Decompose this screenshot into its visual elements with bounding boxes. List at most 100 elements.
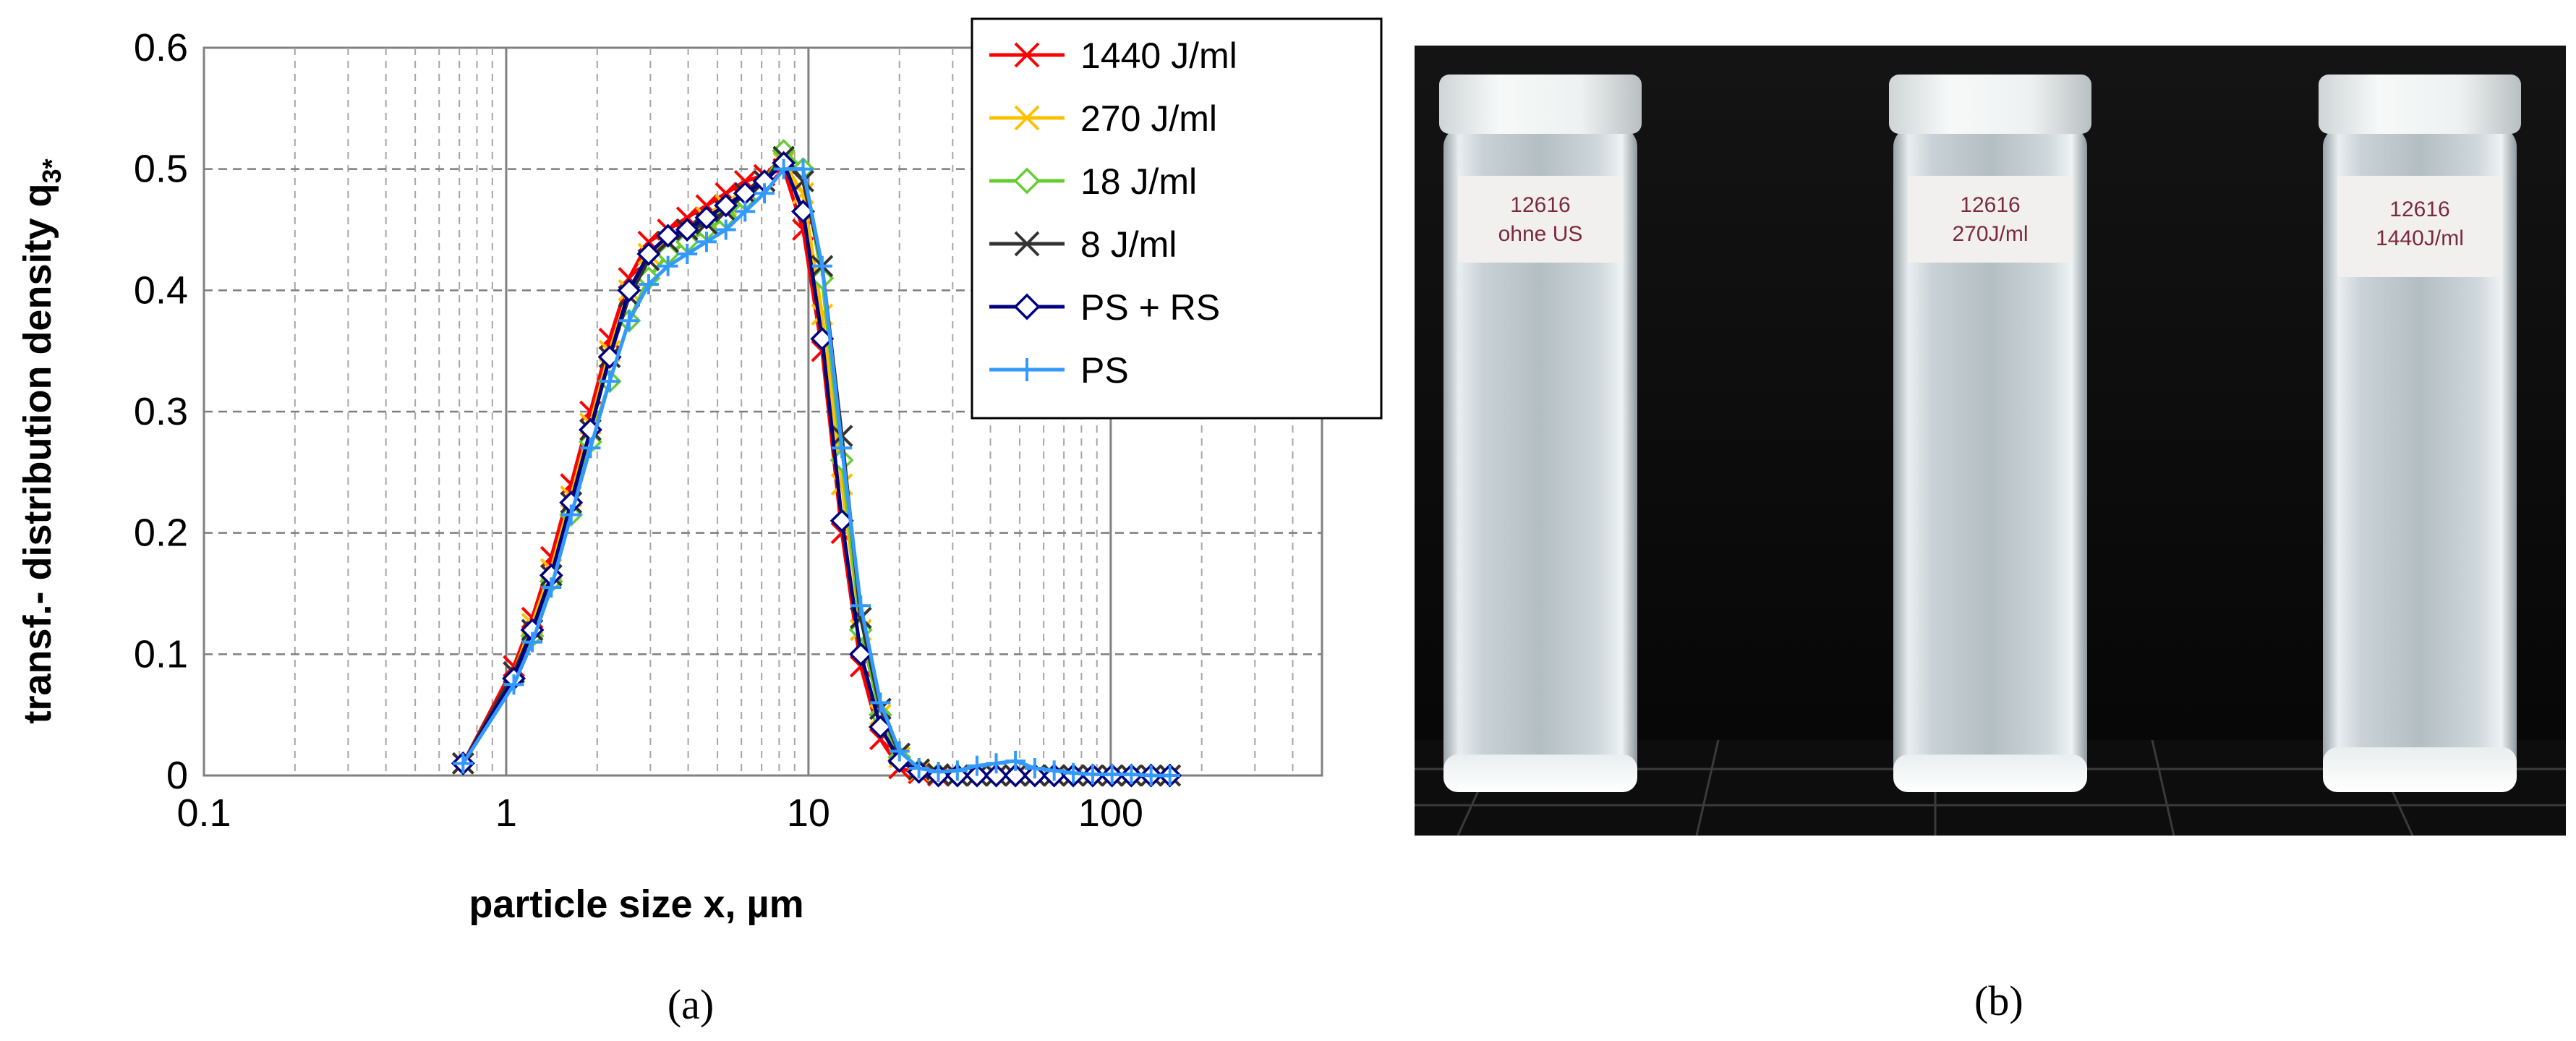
data-point	[1003, 763, 1028, 788]
data-point	[617, 278, 641, 302]
vial-2: 12616 270J/ml	[1889, 75, 2091, 792]
data-point	[1013, 293, 1041, 320]
data-point	[657, 255, 678, 276]
legend-label: 270 J/ml	[1080, 98, 1217, 139]
data-point	[1063, 762, 1084, 783]
y-tick-label: 0.2	[134, 511, 188, 555]
vial-1-label-line1: 12616	[1510, 193, 1570, 217]
data-point	[848, 642, 873, 666]
legend-item: 1440 J/ml	[989, 35, 1237, 76]
data-point	[638, 273, 659, 294]
vial-2-label	[1908, 176, 2073, 263]
data-point	[1014, 231, 1040, 257]
data-point	[832, 438, 853, 459]
vial-3-label	[2337, 176, 2502, 277]
legend-label: 1440 J/ml	[1080, 35, 1237, 76]
data-point	[715, 219, 736, 240]
x-tick-label: 0.1	[176, 791, 231, 835]
data-point	[889, 741, 910, 762]
panel-label-a: (a)	[668, 981, 714, 1028]
data-point	[1159, 765, 1180, 786]
legend-label: 18 J/ml	[1080, 161, 1197, 202]
data-point	[928, 761, 949, 782]
data-point	[453, 753, 474, 774]
data-point	[580, 438, 601, 459]
data-point	[618, 310, 639, 331]
data-point	[694, 205, 719, 230]
y-tick-label: 0.4	[134, 268, 188, 312]
x-axis-title: particle size x, µm	[469, 883, 803, 926]
data-point	[870, 692, 891, 713]
legend-item: 270 J/ml	[989, 98, 1217, 139]
data-point	[696, 231, 717, 252]
vial-1: 12616 ohne US	[1439, 75, 1642, 792]
legend-box	[971, 17, 1383, 420]
data-point	[656, 224, 681, 248]
data-point	[1014, 105, 1040, 131]
x-tick-label: 1	[495, 791, 517, 835]
data-point	[522, 632, 543, 653]
y-axis-title: transf.- distribution density q3*	[16, 158, 67, 723]
data-point	[600, 371, 620, 392]
data-point	[1024, 757, 1045, 778]
data-point	[966, 755, 987, 776]
data-point	[754, 183, 775, 204]
y-tick-label: 0.3	[134, 390, 188, 433]
data-point	[1121, 764, 1142, 785]
series-group	[451, 139, 1182, 788]
legend-item: PS + RS	[989, 287, 1220, 328]
data-point	[792, 170, 814, 192]
data-point	[793, 158, 814, 179]
vial-3-label-line1: 12616	[2389, 197, 2449, 221]
legend-item: 8 J/ml	[989, 224, 1177, 265]
data-point	[773, 158, 794, 179]
data-point	[1005, 750, 1026, 771]
data-point	[1015, 358, 1038, 381]
data-point	[908, 757, 929, 778]
y-tick-label: 0	[166, 754, 188, 797]
y-axis-title-main: transf.- distribution density q	[16, 184, 59, 724]
legend-item: PS	[989, 350, 1129, 391]
data-point	[947, 760, 968, 781]
data-point	[636, 242, 661, 266]
data-point	[811, 255, 832, 276]
data-point	[1013, 167, 1041, 195]
x-tick-label: 10	[787, 791, 830, 835]
panel-label-b: (b)	[1974, 977, 2023, 1024]
data-point	[1044, 760, 1065, 781]
data-point	[675, 218, 699, 242]
data-point	[541, 577, 562, 598]
vial-1-label	[1458, 176, 1623, 263]
data-point	[1101, 764, 1122, 785]
vial-2-label-line1: 12616	[1960, 193, 2020, 217]
data-point	[984, 763, 1009, 788]
data-point	[1014, 42, 1040, 68]
legend-label: 8 J/ml	[1080, 224, 1177, 265]
legend: 1440 J/ml 270 J/ml 18 J/ml 8 J/ml PS + RS PS	[971, 17, 1383, 420]
y-tick-label: 0.6	[134, 26, 188, 69]
data-point	[560, 504, 581, 525]
data-point	[986, 753, 1007, 774]
vial-1-label-line2: ohne US	[1498, 222, 1583, 246]
legend-item: 18 J/ml	[989, 161, 1197, 202]
vial-3: 12616 1440J/ml	[2319, 75, 2521, 792]
vial-3-label-line2: 1440J/ml	[2376, 226, 2464, 250]
data-point	[735, 201, 756, 222]
vial-2-label-line2: 270J/ml	[1952, 222, 2028, 246]
y-tick-label: 0.5	[134, 148, 188, 191]
data-point	[1083, 764, 1103, 785]
y-tick-label: 0.1	[134, 632, 188, 676]
data-point	[503, 674, 524, 695]
data-point	[850, 595, 871, 616]
y-axis-title-sub: 3*	[37, 158, 67, 183]
x-tick-label: 100	[1078, 791, 1143, 835]
data-point	[714, 193, 738, 218]
vial-photo: 12616 ohne US 12616 270J/ml 12616 1440J/…	[1415, 46, 2566, 836]
series-ps	[453, 158, 1180, 786]
legend-label: PS + RS	[1080, 287, 1220, 328]
legend-label: PS	[1080, 350, 1129, 391]
data-point	[1140, 765, 1161, 786]
data-point	[677, 244, 698, 265]
